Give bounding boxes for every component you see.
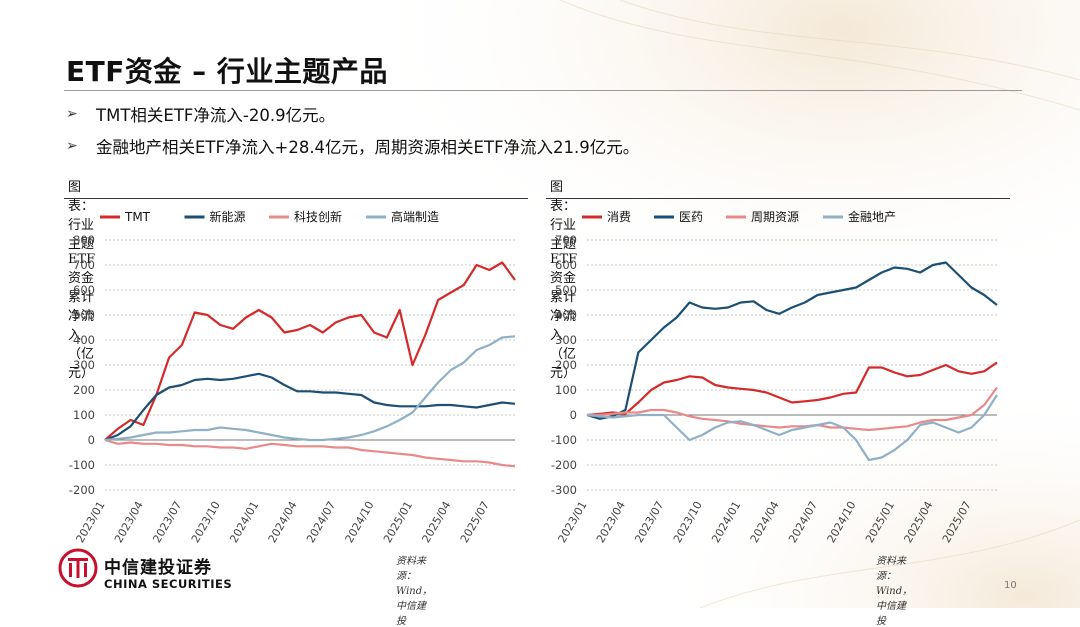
y-tick-label: -300 — [551, 483, 577, 497]
logo-english-name: CHINA SECURITIES — [104, 577, 233, 591]
series-line-金融地产 — [586, 394, 998, 462]
y-tick-label: 300 — [73, 358, 95, 372]
bullet-text: TMT相关ETF净流入-20.9亿元。 — [96, 106, 336, 125]
y-tick-label: 700 — [555, 233, 577, 247]
chart-source: 资料来源：Wind，中信建投 — [876, 556, 913, 627]
bullet-text: 金融地产相关ETF净流入+28.4亿元，周期资源相关ETF净流入21.9亿元。 — [96, 138, 640, 157]
y-tick-label: 100 — [555, 383, 577, 397]
title-divider — [64, 90, 1022, 91]
y-tick-label: 400 — [555, 308, 577, 322]
x-tick-label: 2025/07 — [458, 499, 492, 545]
x-tick-label: 2023/04 — [112, 499, 146, 545]
legend-label: 金融地产 — [848, 209, 896, 224]
chart-source: 资料来源：Wind，中信建投 — [396, 556, 433, 627]
y-tick-label: 400 — [73, 333, 95, 347]
chart-caption: 图表：行业主题ETF资金累计净流入（亿元） — [550, 180, 578, 381]
chart-caption: 图表：行业主题ETF资金累计净流入（亿元） — [68, 180, 96, 381]
company-logo-icon — [58, 548, 98, 588]
series-line-医药 — [586, 261, 998, 420]
bullet-list: ➢ TMT相关ETF净流入-20.9亿元。 ➢ 金融地产相关ETF净流入+28.… — [66, 98, 639, 162]
y-tick-label: 600 — [555, 258, 577, 272]
x-tick-label: 2025/07 — [940, 499, 974, 545]
legend-label: 医药 — [679, 210, 703, 224]
series-line-科技创新 — [104, 438, 516, 468]
bullet-item: ➢ TMT相关ETF净流入-20.9亿元。 — [66, 98, 639, 130]
y-tick-label: 600 — [73, 283, 95, 297]
x-tick-label: 2023/07 — [150, 499, 184, 545]
series-line-消费 — [586, 361, 998, 417]
y-tick-label: 500 — [555, 283, 577, 297]
x-tick-label: 2023/10 — [671, 499, 705, 545]
y-tick-label: 700 — [73, 258, 95, 272]
logo-chinese-name: 中信建投证券 — [104, 558, 212, 578]
x-tick-label: 2024/04 — [266, 499, 300, 545]
x-tick-label: 2023/04 — [594, 499, 628, 545]
x-tick-label: 2023/01 — [555, 499, 589, 545]
x-tick-label: 2024/10 — [825, 499, 859, 545]
x-tick-label: 2024/07 — [304, 499, 338, 545]
x-tick-label: 2025/01 — [863, 499, 897, 545]
series-line-TMT — [104, 261, 516, 441]
x-tick-label: 2023/07 — [632, 499, 666, 545]
page-number: 10 — [1004, 580, 1017, 591]
legend-label: 高端制造 — [391, 209, 439, 224]
background-decoration — [0, 0, 1080, 608]
legend-label: 消费 — [607, 210, 631, 224]
y-tick-label: 0 — [88, 433, 95, 447]
y-tick-label: -100 — [69, 458, 95, 472]
legend-label: 新能源 — [210, 209, 246, 224]
x-tick-label: 2023/10 — [189, 499, 223, 545]
x-tick-label: 2024/01 — [227, 499, 261, 545]
x-tick-label: 2024/07 — [786, 499, 820, 545]
page-title: ETF资金 – 行业主题产品 — [66, 55, 388, 88]
arrow-bullet-icon: ➢ — [66, 106, 78, 122]
legend-label: 周期资源 — [751, 210, 799, 224]
x-tick-label: 2025/04 — [419, 499, 453, 545]
line-chart-left: TMT 新能源 科技创新 高端制造 -200 -100 0 100 200 300 400 500 60… — [69, 209, 516, 545]
y-tick-label: 100 — [73, 408, 95, 422]
series-line-高端制造 — [104, 335, 516, 442]
x-tick-label: 2025/04 — [901, 499, 935, 545]
y-tick-label: -200 — [551, 458, 577, 472]
x-tick-label: 2024/10 — [343, 499, 377, 545]
legend-label: 科技创新 — [294, 209, 342, 224]
chart-legend: TMT 新能源 科技创新 高端制造 — [100, 209, 439, 224]
y-tick-label: 0 — [570, 408, 577, 422]
legend-label: TMT — [124, 210, 151, 224]
series-line-新能源 — [104, 372, 516, 442]
y-tick-label: 200 — [73, 383, 95, 397]
x-tick-label: 2024/01 — [709, 499, 743, 545]
y-tick-label: -200 — [69, 483, 95, 497]
line-chart-right: 消费 医药 周期资源 金融地产 -300 -200 -100 0 100 200 300 400 500… — [551, 209, 998, 545]
x-tick-label: 2024/04 — [748, 499, 782, 545]
x-tick-label: 2025/01 — [381, 499, 415, 545]
y-tick-label: 800 — [73, 233, 95, 247]
y-tick-label: -100 — [551, 433, 577, 447]
arrow-bullet-icon: ➢ — [66, 138, 78, 154]
y-tick-label: 200 — [555, 358, 577, 372]
bullet-item: ➢ 金融地产相关ETF净流入+28.4亿元，周期资源相关ETF净流入21.9亿元… — [66, 130, 639, 162]
caption-divider — [64, 198, 528, 199]
caption-divider — [546, 198, 1010, 199]
y-tick-label: 500 — [73, 308, 95, 322]
chart-legend: 消费 医药 周期资源 金融地产 — [582, 209, 896, 224]
y-tick-label: 300 — [555, 333, 577, 347]
series-line-周期资源 — [587, 386, 998, 432]
x-tick-label: 2023/01 — [73, 499, 107, 545]
